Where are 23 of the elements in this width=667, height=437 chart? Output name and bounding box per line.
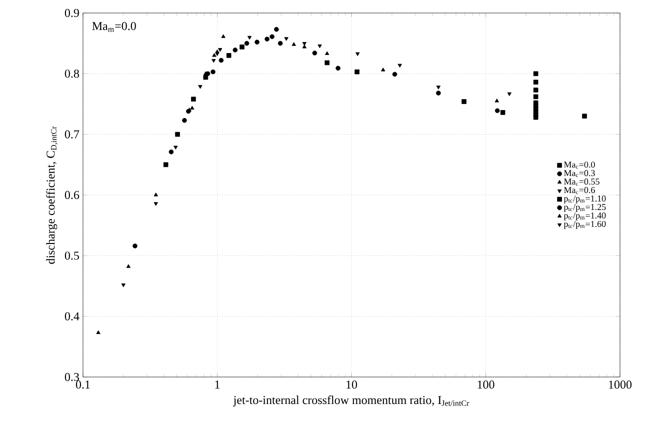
legend-label: Ma$_{c}$=0.0 <box>564 162 595 169</box>
y-tick-label: 0.8 <box>64 70 79 78</box>
y-tick-label: 0.6 <box>64 190 80 200</box>
x-tick-label: 10 <box>346 380 358 389</box>
y-tick-label: 0.9 <box>64 8 79 18</box>
y-tick-label: 0.4 <box>64 312 80 320</box>
x-axis-title: jet-to-internal crossflow momentum ratio, I$_{Jet/intCr}$ <box>232 396 470 407</box>
y-tick-label: 0.5 <box>64 252 79 260</box>
x-tick-label: 100 <box>478 380 494 389</box>
y-axis-title: discharge coefficient, C$_{D,intCr}$ <box>46 126 58 264</box>
legend-label: Ma$_{c}$=0.6 <box>564 187 595 194</box>
y-tick-label: 0.7 <box>64 130 80 138</box>
legend-label: Ma$_{c}$=0.55 <box>564 178 600 186</box>
legend-label: p$_{tc}$/p$_{m}$=1.10 <box>564 196 606 204</box>
x-tick-label: 1000 <box>609 380 632 389</box>
legend-label: p$_{tc}$/p$_{m}$=1.60 <box>564 220 606 229</box>
legend-label: Ma$_{c}$=0.3 <box>564 170 595 178</box>
legend-label: p$_{tc}$/p$_{m}$=1.25 <box>564 204 606 212</box>
legend-label: p$_{tc}$/p$_{m}$=1.40 <box>564 212 606 220</box>
x-tick-label: 0.1 <box>76 380 90 389</box>
y-tick-label: 0.3 <box>64 372 79 382</box>
x-tick-label: 1 <box>215 380 220 388</box>
annotation: Ma$_{m}$=0.0 <box>92 22 136 32</box>
